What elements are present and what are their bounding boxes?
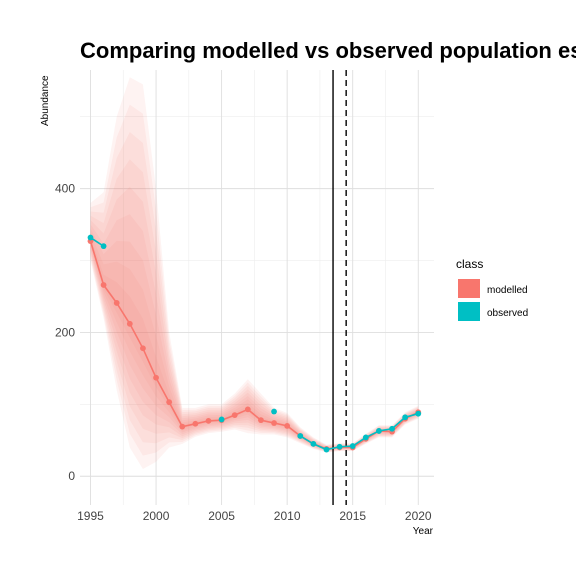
modelled-point-2007 [244, 406, 251, 413]
observed-point-2020 [415, 410, 422, 417]
series-layer [87, 234, 422, 453]
modelled-point-2002 [179, 423, 186, 430]
confidence-band-layer [90, 77, 419, 469]
observed-point-2019 [402, 414, 409, 421]
modelled-point-2003 [192, 420, 199, 427]
x-tick-label-2: 2005 [208, 509, 235, 523]
observed-point-1996 [100, 243, 107, 250]
observed-point-2017 [376, 428, 382, 434]
observed-point-2016 [362, 434, 369, 441]
observed-point-2013 [323, 446, 330, 453]
observed-point-1995 [87, 234, 94, 241]
y-tick-label-2: 400 [55, 182, 75, 196]
legend-swatch-modelled [458, 279, 480, 298]
modelled-point-2010 [284, 423, 291, 429]
confidence-band-2 [90, 132, 419, 452]
x-tick-label-5: 2020 [405, 509, 432, 523]
modelled-point-1998 [126, 320, 133, 327]
x-tick-label-3: 2010 [274, 509, 301, 523]
observed-point-2015 [349, 443, 356, 449]
observed-point-2014 [336, 443, 343, 450]
legend-swatch-observed [458, 302, 480, 321]
x-tick-label-1: 2000 [143, 509, 170, 523]
x-tick-label-0: 1995 [77, 509, 104, 523]
x-axis-label: Year [413, 526, 434, 537]
modelled-point-2006 [231, 412, 238, 419]
confidence-band-0 [90, 77, 419, 469]
observed-point-2012 [310, 440, 317, 447]
observed-point-2009 [271, 408, 277, 415]
confidence-band-1 [90, 104, 419, 456]
legend-label-observed: observed [487, 308, 528, 319]
tick-labels-layer: 1995 2000 2005 2010 2015 2020 0 200 400 [55, 182, 432, 523]
modelled-point-2000 [153, 374, 159, 381]
observed-line-segment-11 [391, 416, 406, 430]
confidence-band-4 [90, 186, 419, 451]
confidence-band-3 [90, 159, 419, 452]
legend: class modelled observed [456, 257, 528, 321]
x-tick-label-4: 2015 [339, 509, 366, 523]
confidence-band-6 [90, 228, 419, 451]
reference-lines-layer [332, 70, 347, 505]
modelled-point-2004 [205, 417, 212, 424]
observed-point-2005 [218, 416, 225, 423]
observed-point-2011 [297, 433, 304, 439]
legend-title: class [456, 257, 483, 271]
y-tick-label-0: 0 [68, 469, 75, 483]
modelled-point-1997 [113, 300, 120, 306]
confidence-band-7 [90, 232, 419, 450]
modelled-point-2001 [166, 399, 173, 406]
y-tick-label-1: 200 [55, 325, 75, 339]
modelled-point-1999 [140, 345, 146, 352]
grid-layer [80, 70, 434, 505]
modelled-point-2008 [258, 417, 264, 424]
legend-label-modelled: modelled [487, 285, 528, 296]
y-axis-label: Abundance [40, 75, 51, 126]
modelled-point-1996 [100, 282, 107, 288]
observed-point-2018 [389, 425, 395, 432]
confidence-band-5 [90, 214, 419, 451]
chart-title: Comparing modelled vs observed populatio… [80, 38, 576, 63]
modelled-point-2009 [271, 420, 277, 426]
